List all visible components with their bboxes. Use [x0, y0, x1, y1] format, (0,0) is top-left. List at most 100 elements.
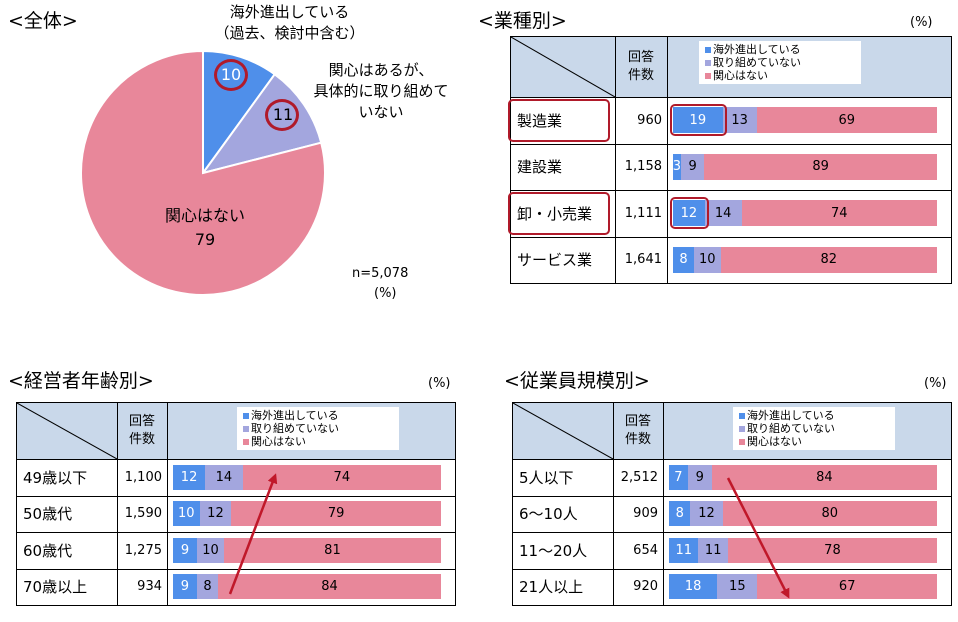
bar-value-label: 9: [180, 579, 190, 595]
row-category: 50歳代: [23, 505, 73, 524]
bar-segment-1: 11: [669, 537, 699, 563]
bar-value-label: 13: [731, 112, 748, 128]
bar-segment-3: 84: [711, 464, 937, 490]
header-diagonal: [513, 403, 613, 459]
row-category: 49歳以下: [23, 468, 88, 487]
header-diagonal-line: [17, 403, 117, 459]
header-diagonal: [511, 37, 615, 97]
bar-value-label: 8: [675, 506, 684, 522]
bar-value-label: 10: [177, 506, 195, 522]
industry-unit: (%): [910, 15, 933, 30]
table-header-row: 回答 件数 海外進出している 取り組めていない 関心はない: [511, 37, 951, 98]
pie-label-s2-line2: 具体的に取り組めて: [313, 82, 449, 100]
legend-label-3: 関心はない: [251, 435, 306, 448]
age-unit: (%): [428, 376, 451, 391]
legend-swatch-1: [705, 46, 711, 53]
legend-swatch-1: [739, 412, 745, 419]
highlight-segment-box: [670, 104, 727, 137]
pie-slice-2: [200, 72, 323, 175]
column-divider-2: [667, 37, 668, 283]
pie-label-s2-line1: 関心はあるが、: [328, 61, 434, 79]
stacked-bar: 7 9 84: [669, 464, 937, 490]
legend-swatch-2: [243, 425, 249, 432]
highlight-circle-s1: [214, 59, 248, 91]
pie-n-label: n=5,078: [352, 266, 409, 281]
bar-value-label: 10: [202, 542, 219, 558]
pie-label-s2: 関心はあるが、 具体的に取り組めて いない: [296, 60, 466, 123]
bar-segment-1: 3: [672, 153, 682, 180]
bar-segment-2: 14: [205, 464, 243, 490]
stacked-bar: 8 10 82: [673, 246, 937, 273]
employee-table: 回答 件数 海外進出している 取り組めていない 関心はない 5人以下 2,512 7 9 84 6～…: [512, 402, 952, 606]
header-diagonal-line: [511, 37, 615, 97]
legend-label-3: 関心はない: [747, 435, 802, 448]
pie-value-s3: 79: [194, 230, 216, 249]
table-row: 11～20人 654 11 11 78: [513, 532, 951, 570]
row-category: 60歳代: [23, 541, 73, 560]
employee-trend-arrow: [726, 477, 790, 599]
bar-segment-1: 19: [673, 107, 723, 134]
bar-segment-2: 15: [717, 574, 758, 600]
bar-value-label: 81: [324, 542, 341, 558]
pie-label-s3: 関心はない: [164, 206, 245, 225]
legend-item-1: 海外進出している: [705, 43, 855, 56]
bar-segment-1: 8: [673, 246, 695, 273]
bar-segment-2: 8: [196, 574, 219, 600]
row-category: 卸・小売業: [517, 204, 593, 223]
bar-value-label: 67: [838, 579, 856, 595]
pie-title: <全体>: [8, 10, 78, 32]
bar-value-label: 14: [714, 205, 732, 221]
table-row: 6～10人 909 8 12 80: [513, 496, 951, 533]
industry-title: <業種別>: [478, 10, 567, 32]
row-count: 1,111: [624, 205, 662, 221]
bar-value-label: 19: [689, 112, 707, 128]
highlight-category-box: [508, 192, 610, 235]
bar-value-label: 69: [838, 112, 856, 128]
count-header-line2: 件数: [627, 68, 654, 83]
pie-label-s1-line2: （過去、検討中含む）: [214, 24, 365, 42]
legend-label-1: 海外進出している: [747, 409, 835, 422]
stacked-bar: 12 14 74: [673, 200, 937, 227]
bar-value-label: 9: [688, 159, 697, 175]
column-divider-2: [167, 403, 168, 605]
employee-title: <従業員規模別>: [504, 370, 650, 392]
bar-segment-1: 8: [669, 501, 691, 527]
stacked-bar: 11 11 78: [669, 537, 937, 563]
row-count: 1,100: [124, 469, 162, 485]
legend-swatch-2: [739, 425, 745, 432]
stacked-bar: 10 12 79: [173, 501, 441, 527]
bar-segment-2: 10: [694, 246, 721, 273]
count-header-line1: 回答: [627, 50, 654, 65]
legend-label-2: 取り組めていない: [251, 422, 339, 435]
bar-segment-2: 13: [722, 107, 757, 134]
legend-label-2: 取り組めていない: [747, 422, 835, 435]
highlight-circle-s2: [265, 99, 299, 131]
bar-value-label: 14: [215, 469, 233, 485]
pie-unit: (%): [374, 286, 397, 301]
bar-value-label: 82: [820, 252, 837, 268]
highlight-category-box: [508, 99, 610, 142]
row-count: 2,512: [620, 469, 658, 485]
row-count: 1,590: [124, 506, 162, 522]
bar-segment-1: 18: [669, 574, 718, 600]
legend-swatch-3: [739, 438, 745, 445]
bar-segment-2: 12: [690, 501, 723, 527]
stacked-bar: 8 12 80: [669, 501, 937, 527]
bar-segment-2: 9: [680, 153, 705, 180]
table-row: 60歳代 1,275 9 10 81: [17, 532, 455, 570]
table-row: 70歳以上 934 9 8 84: [17, 569, 455, 606]
legend: 海外進出している 取り組めていない 関心はない: [237, 407, 399, 450]
row-category: 11～20人: [519, 541, 588, 560]
legend-item-3: 関心はない: [243, 435, 393, 448]
table-header-row: 回答 件数 海外進出している 取り組めていない 関心はない: [513, 403, 951, 460]
legend-item-2: 取り組めていない: [705, 56, 855, 69]
bar-value-label: 12: [680, 205, 698, 221]
bar-value-label: 3: [672, 159, 682, 175]
column-divider-1: [117, 403, 118, 605]
column-divider-2: [663, 403, 664, 605]
bar-value-label: 9: [695, 469, 704, 485]
bar-segment-1: 12: [673, 200, 705, 227]
column-divider-1: [615, 37, 616, 283]
row-count: 1,275: [124, 542, 162, 558]
